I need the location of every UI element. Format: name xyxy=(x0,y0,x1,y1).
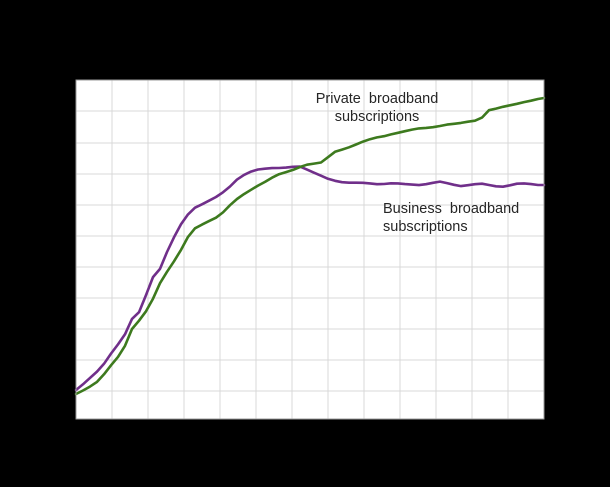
svg-text:subscriptions: subscriptions xyxy=(383,219,468,235)
svg-text:subscriptions: subscriptions xyxy=(335,109,420,125)
svg-text:Private broadband: Private broadband xyxy=(316,91,439,107)
svg-text:Business broadband: Business broadband xyxy=(383,201,519,217)
